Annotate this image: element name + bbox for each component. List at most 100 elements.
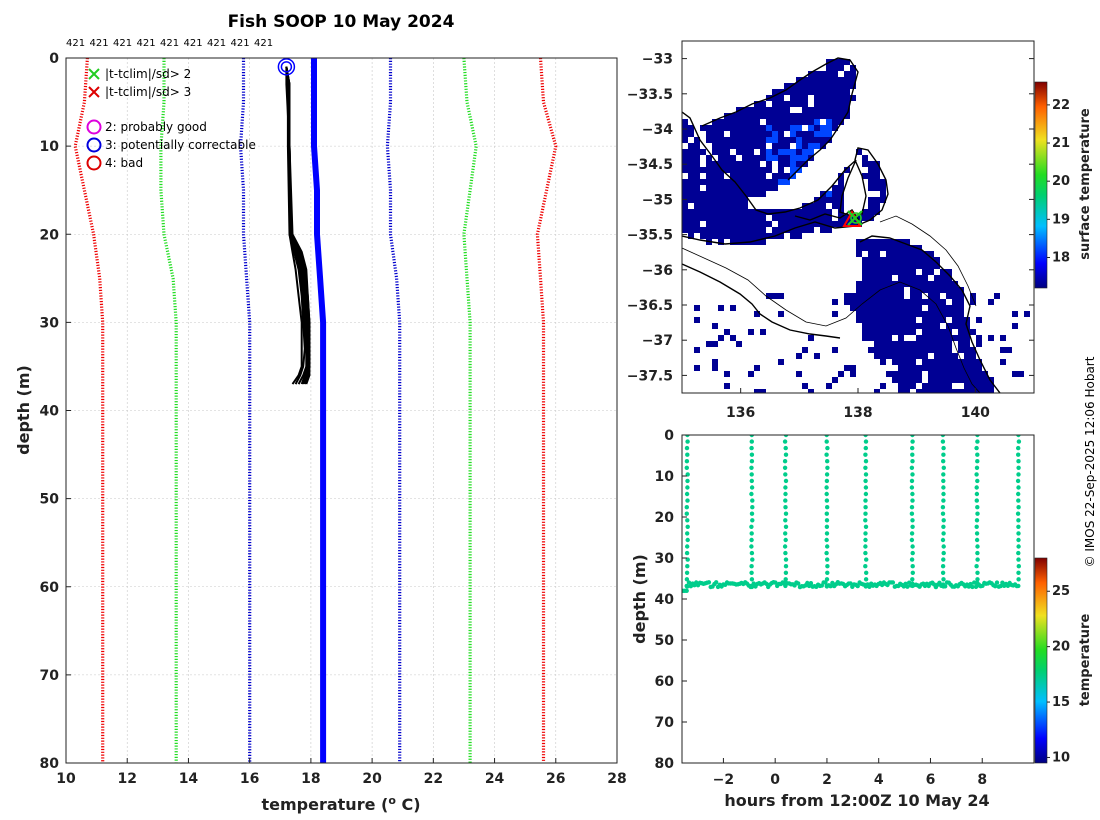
data-point: [686, 580, 692, 585]
td-y-tick-label: 80: [655, 756, 675, 772]
x-tick-label: 20: [362, 771, 382, 787]
map-y-tick-label: −36: [642, 263, 673, 279]
data-point: [684, 505, 689, 510]
map-y-tick-label: −34: [642, 122, 673, 138]
legend-circle-icon: [86, 119, 102, 135]
data-point: [975, 452, 980, 457]
climatology--3sd: [73, 58, 105, 763]
x-tick-label: 28: [607, 771, 626, 787]
time-depth-ylabel: depth (m): [630, 554, 649, 644]
data-point: [749, 452, 755, 457]
data-point: [941, 465, 946, 470]
count-label: 421: [160, 38, 179, 49]
data-point: [783, 485, 788, 490]
data-point: [974, 491, 980, 497]
map-y-tick-label: −33: [642, 52, 673, 68]
data-point: [910, 435, 915, 438]
data-point: [783, 435, 789, 438]
data-point: [975, 478, 980, 484]
y-tick-label: 80: [40, 756, 60, 772]
climatology-+3sd: [535, 58, 558, 763]
data-point: [1016, 518, 1021, 523]
map-y-tick-label: −37.5: [627, 368, 673, 384]
data-point: [824, 478, 830, 484]
data-point: [940, 439, 946, 444]
data-point: [975, 459, 980, 464]
position-cross: [847, 210, 863, 226]
data-point: [863, 491, 869, 497]
data-point: [783, 577, 788, 582]
data-point: [855, 583, 860, 589]
data-point: [783, 524, 789, 529]
data-point: [909, 531, 915, 536]
time-depth-xlabel: hours from 12:00Z 10 May 24: [724, 791, 989, 810]
data-point: [684, 511, 689, 516]
data-point: [909, 478, 915, 484]
map-x-tick-label: 136: [726, 405, 755, 421]
data-point: [749, 485, 755, 490]
flag-markers: [277, 58, 296, 76]
map-colorbar-tick-label: 19: [1052, 212, 1070, 227]
data-point: [941, 472, 946, 477]
data-point: [825, 570, 830, 575]
data-point: [824, 472, 830, 477]
profile-grid: [65, 57, 618, 764]
data-point: [1016, 537, 1021, 543]
data-point: [863, 577, 869, 582]
data-point: [863, 435, 868, 438]
data-point: [749, 584, 755, 590]
data-point: [783, 531, 788, 536]
data-point: [1016, 583, 1021, 589]
data-point: [749, 564, 754, 569]
data-point: [941, 478, 946, 484]
data-point: [685, 531, 690, 536]
y-tick-label: 70: [40, 668, 60, 684]
data-point: [941, 498, 946, 503]
data-point: [1016, 531, 1021, 536]
profile-line: [285, 66, 311, 385]
td-x-tick-label: 6: [926, 772, 936, 788]
isobath: [682, 215, 981, 393]
flag-circle-outer: [277, 58, 296, 76]
data-point: [941, 577, 946, 582]
data-point: [1016, 445, 1021, 451]
y-tick-label: 40: [40, 404, 60, 420]
data-point: [910, 498, 915, 503]
data-point: [940, 435, 946, 438]
data-point: [750, 518, 755, 523]
count-label: 421: [113, 38, 132, 49]
legend-label: |t-tclim|/sd> 3: [105, 85, 191, 99]
data-point: [749, 435, 754, 438]
data-point: [783, 564, 789, 569]
data-point: [910, 577, 915, 582]
map-y-tick-label: −36.5: [627, 298, 673, 314]
data-point: [863, 439, 869, 444]
data-point: [750, 557, 755, 562]
data-point: [783, 557, 789, 562]
data-point: [975, 435, 980, 438]
data-point: [685, 435, 690, 438]
data-point: [782, 459, 788, 464]
data-point: [685, 518, 690, 523]
data-point: [863, 544, 868, 549]
data-point: [685, 524, 690, 529]
profile-xlabel: temperature (o C): [261, 794, 420, 814]
x-tick-label: 18: [301, 771, 320, 787]
map-colorbar-tick-label: 20: [1052, 174, 1070, 189]
map-panel: 136 138 140 −33 −33.5 −34 −34.5 −35 −35.5 −36 −36.…: [627, 40, 1093, 421]
data-point: [824, 435, 829, 438]
data-point: [909, 465, 915, 470]
data-point: [685, 439, 690, 444]
data-point: [685, 544, 690, 549]
map-y-tick-label: −35.5: [627, 228, 673, 244]
data-point: [783, 511, 789, 516]
data-point: [974, 564, 979, 569]
data-point: [941, 452, 946, 457]
data-point: [975, 577, 980, 582]
data-point: [975, 505, 980, 510]
data-point: [910, 544, 915, 549]
td-x-tick-label: 0: [770, 772, 780, 788]
x-tick-label: 26: [546, 771, 565, 787]
data-point: [863, 564, 868, 569]
map-y-tick-label: −33.5: [627, 87, 673, 103]
